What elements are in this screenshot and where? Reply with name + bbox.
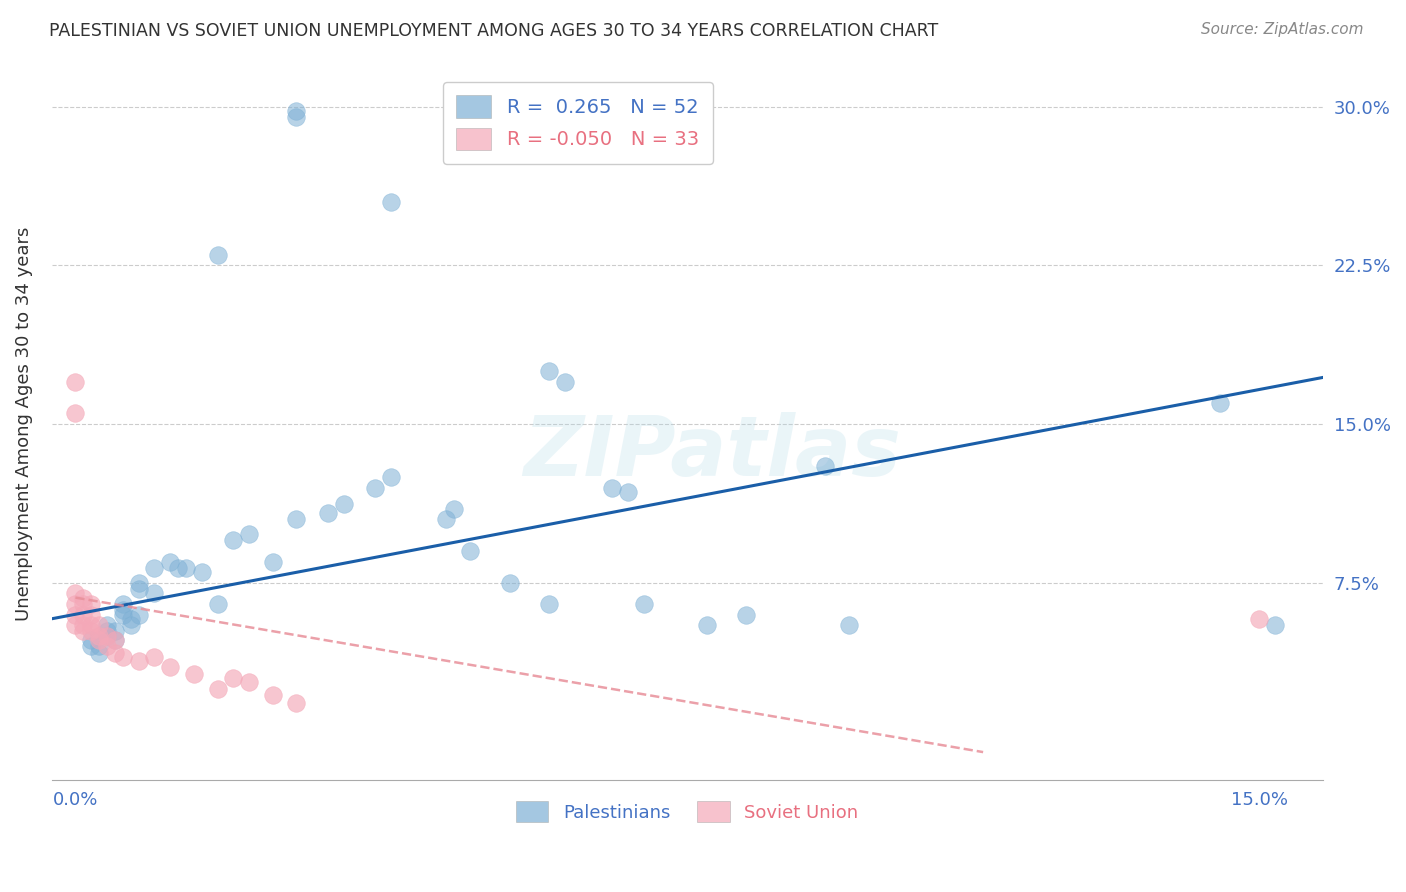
Point: [96, 629, 118, 643]
Point: [96, 629, 118, 643]
Point: [87, 646, 110, 660]
Point: [285, 110, 308, 124]
Point: [80, 618, 103, 632]
Point: [143, 561, 166, 575]
Point: [380, 194, 402, 209]
Point: [735, 607, 758, 622]
Point: [120, 618, 142, 632]
Point: [65, 618, 87, 632]
Point: [104, 624, 127, 639]
Point: [207, 597, 229, 611]
Point: [72, 607, 94, 622]
Point: [537, 597, 560, 611]
Point: [80, 607, 103, 622]
Text: PALESTINIAN VS SOVIET UNION UNEMPLOYMENT AMONG AGES 30 TO 34 YEARS CORRELATION C: PALESTINIAN VS SOVIET UNION UNEMPLOYMENT…: [49, 22, 938, 40]
Point: [238, 675, 260, 690]
Point: [183, 666, 205, 681]
Point: [111, 597, 134, 611]
Point: [316, 506, 339, 520]
Point: [222, 671, 245, 685]
Point: [128, 575, 150, 590]
Point: [111, 603, 134, 617]
Point: [380, 470, 402, 484]
Point: [167, 561, 190, 575]
Point: [617, 484, 640, 499]
Point: [104, 632, 127, 647]
Point: [458, 544, 481, 558]
Text: ZIPatlas: ZIPatlas: [523, 412, 901, 493]
Point: [96, 640, 118, 654]
Point: [87, 632, 110, 647]
Point: [72, 597, 94, 611]
Point: [128, 654, 150, 668]
Point: [1264, 618, 1286, 632]
Point: [128, 582, 150, 596]
Point: [633, 597, 655, 611]
Point: [537, 364, 560, 378]
Point: [96, 618, 118, 632]
Point: [262, 688, 284, 702]
Point: [333, 498, 356, 512]
Point: [1249, 612, 1271, 626]
Point: [104, 646, 127, 660]
Point: [498, 575, 520, 590]
Point: [65, 375, 87, 389]
Point: [696, 618, 718, 632]
Point: [814, 459, 837, 474]
Point: [443, 501, 465, 516]
Point: [111, 607, 134, 622]
Point: [96, 624, 118, 639]
Point: [434, 512, 457, 526]
Point: [554, 375, 576, 389]
Point: [159, 660, 181, 674]
Point: [120, 612, 142, 626]
Point: [111, 649, 134, 664]
Point: [222, 533, 245, 548]
Point: [72, 618, 94, 632]
Point: [207, 248, 229, 262]
Point: [159, 555, 181, 569]
Point: [364, 481, 387, 495]
Point: [600, 481, 623, 495]
Point: [80, 597, 103, 611]
Point: [104, 632, 127, 647]
Point: [128, 607, 150, 622]
Point: [65, 407, 87, 421]
Point: [143, 649, 166, 664]
Point: [238, 527, 260, 541]
Point: [838, 618, 860, 632]
Point: [87, 629, 110, 643]
Point: [285, 512, 308, 526]
Point: [65, 597, 87, 611]
Point: [87, 618, 110, 632]
Point: [285, 103, 308, 118]
Point: [80, 632, 103, 647]
Point: [72, 591, 94, 605]
Point: [190, 565, 212, 579]
Point: [174, 561, 197, 575]
Point: [65, 586, 87, 600]
Point: [285, 697, 308, 711]
Point: [80, 624, 103, 639]
Text: Source: ZipAtlas.com: Source: ZipAtlas.com: [1201, 22, 1364, 37]
Point: [207, 681, 229, 696]
Point: [72, 624, 94, 639]
Point: [87, 640, 110, 654]
Legend: Palestinians, Soviet Union: Palestinians, Soviet Union: [503, 789, 870, 835]
Point: [1209, 396, 1232, 410]
Y-axis label: Unemployment Among Ages 30 to 34 years: Unemployment Among Ages 30 to 34 years: [15, 227, 32, 621]
Point: [262, 555, 284, 569]
Point: [65, 607, 87, 622]
Point: [143, 586, 166, 600]
Point: [80, 640, 103, 654]
